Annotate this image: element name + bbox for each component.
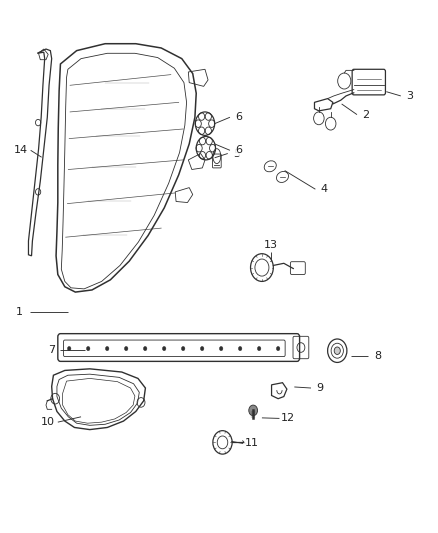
Text: 14: 14 xyxy=(14,146,28,155)
Text: 7: 7 xyxy=(48,345,55,354)
Circle shape xyxy=(181,346,185,351)
Circle shape xyxy=(249,405,258,416)
Text: 9: 9 xyxy=(316,383,323,393)
Circle shape xyxy=(86,346,90,351)
Text: 10: 10 xyxy=(41,417,55,427)
Circle shape xyxy=(201,346,204,351)
Text: 3: 3 xyxy=(406,91,413,101)
Text: 8: 8 xyxy=(374,351,381,361)
Circle shape xyxy=(67,346,71,351)
Circle shape xyxy=(258,346,261,351)
Text: 11: 11 xyxy=(245,439,259,448)
Circle shape xyxy=(143,346,147,351)
Circle shape xyxy=(219,346,223,351)
Text: 2: 2 xyxy=(362,110,369,119)
Text: 5: 5 xyxy=(233,149,240,158)
Text: 4: 4 xyxy=(321,184,328,194)
Text: 1: 1 xyxy=(16,307,23,317)
Text: 13: 13 xyxy=(264,240,278,250)
Text: 12: 12 xyxy=(281,414,295,423)
Circle shape xyxy=(238,346,242,351)
Circle shape xyxy=(106,346,109,351)
Text: 6: 6 xyxy=(235,146,242,155)
Circle shape xyxy=(124,346,128,351)
Text: 6: 6 xyxy=(235,112,242,122)
Circle shape xyxy=(334,347,340,354)
Circle shape xyxy=(276,346,280,351)
Circle shape xyxy=(162,346,166,351)
